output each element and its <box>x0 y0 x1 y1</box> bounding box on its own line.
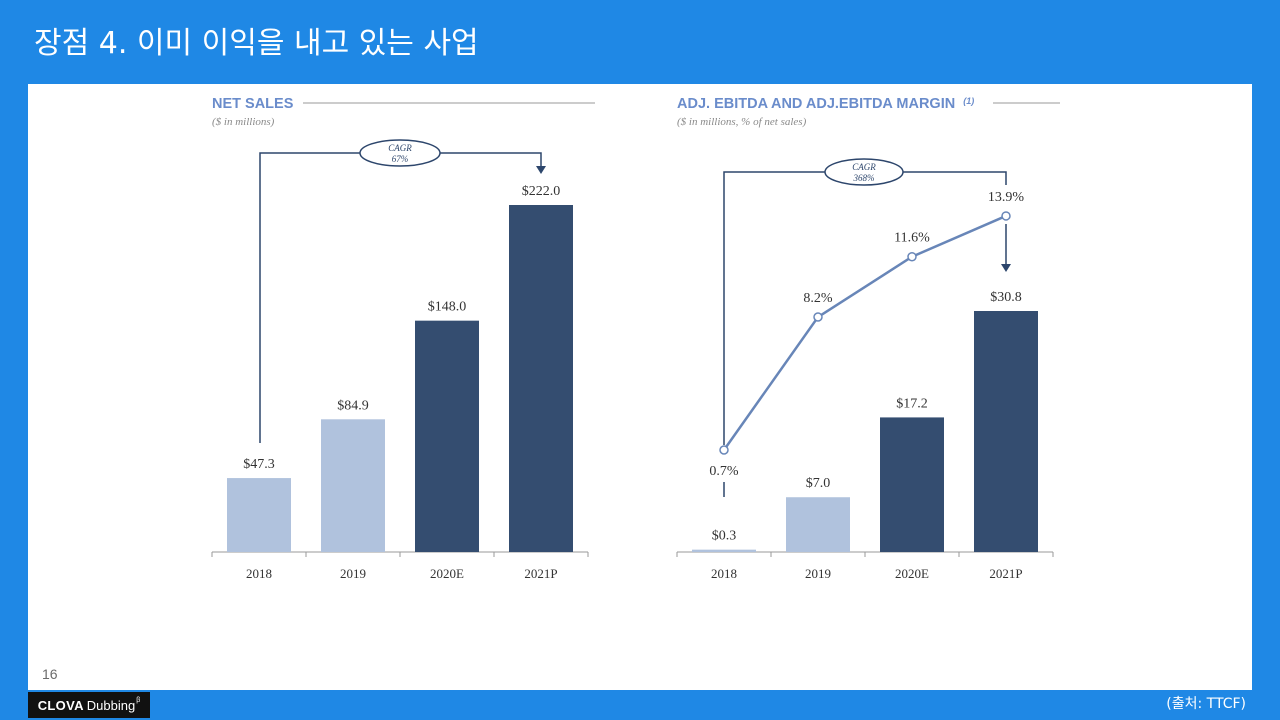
ebitda-value-label-2019: $7.0 <box>806 476 831 491</box>
ebitda-category-label-2020e: 2020E <box>895 566 929 581</box>
logo-product: Dubbing <box>86 697 136 713</box>
ebitda-category-label-2021p: 2021P <box>989 566 1022 581</box>
net-sales-chart: NET SALES ($ in millions) CAGR 67% $47.3… <box>211 96 595 581</box>
ebitda-margin-label-2019: 8.2% <box>803 291 833 306</box>
net-sales-cagr-bracket <box>259 152 542 443</box>
ebitda-chart: ADJ. EBITDA AND ADJ.EBITDA MARGIN (1) ($… <box>676 96 1060 581</box>
net-sales-value-label-2020e: $148.0 <box>428 300 467 315</box>
ebitda-margin-point-2018 <box>719 445 729 455</box>
slide-title: 장점 4. 이미 이익을 내고 있는 사업 <box>34 26 479 61</box>
net-sales-title: NET SALES <box>212 96 294 112</box>
logo-brand: CLOVA <box>37 697 84 713</box>
ebitda-bar-2019 <box>786 497 850 552</box>
net-sales-subtitle: ($ in millions) <box>212 116 275 128</box>
ebitda-cagr-badge <box>824 158 904 186</box>
ebitda-margin-point-2021p <box>1001 211 1011 221</box>
net-sales-category-label-2021p: 2021P <box>524 566 557 581</box>
ebitda-margin-line <box>722 214 1007 451</box>
net-sales-cagr-arrowhead <box>536 166 546 174</box>
net-sales-bar-2018 <box>227 478 291 552</box>
ebitda-margin-label-2021p: 13.9% <box>988 190 1025 205</box>
clova-dubbing-logo: CLOVA Dubbing β <box>28 692 150 718</box>
net-sales-axis-ticks <box>211 552 589 557</box>
content-panel <box>28 84 1252 690</box>
page-number: 16 <box>42 666 58 682</box>
ebitda-margin-point-2020e <box>907 251 917 262</box>
net-sales-value-label-2018: $47.3 <box>243 457 275 472</box>
ebitda-category-label-2019: 2019 <box>805 566 831 581</box>
ebitda-margin-label-2018: 0.7% <box>709 464 739 479</box>
ebitda-title-text: ADJ. EBITDA AND ADJ.EBITDA MARGIN <box>677 96 955 112</box>
net-sales-bar-2019 <box>321 419 385 552</box>
ebitda-bar-2020e <box>880 417 944 552</box>
net-sales-category-label-2020e: 2020E <box>430 566 464 581</box>
ebitda-axis-ticks <box>676 552 1054 557</box>
net-sales-bar-2021p <box>509 205 573 552</box>
net-sales-bar-2020e <box>415 320 479 552</box>
ebitda-title-footnote: (1) <box>963 96 974 106</box>
net-sales-cagr-label: CAGR <box>388 143 412 153</box>
net-sales-category-label-2018: 2018 <box>246 566 272 581</box>
ebitda-margin-label-2020e: 11.6% <box>894 231 930 246</box>
ebitda-marks: $0.3 $7.0 $17.2 $30.8 2018 2019 2020E 2021P 0.7%… <box>692 190 1038 581</box>
ebitda-margin-point-2019 <box>813 312 823 322</box>
ebitda-value-label-2018: $0.3 <box>712 529 737 544</box>
logo-beta-mark: β <box>136 696 141 704</box>
ebitda-cagr-bracket <box>723 171 1007 497</box>
ebitda-cagr-arrowhead <box>1001 264 1011 272</box>
ebitda-category-label-2018: 2018 <box>711 566 737 581</box>
net-sales-category-label-2019: 2019 <box>340 566 366 581</box>
source-note: (출처: TTCF) <box>1166 696 1246 712</box>
ebitda-subtitle: ($ in millions, % of net sales) <box>677 116 807 128</box>
ebitda-value-label-2021p: $30.8 <box>990 290 1022 305</box>
ebitda-cagr-label: CAGR <box>852 162 876 172</box>
net-sales-marks: $47.3 $84.9 $148.0 $222.0 2018 2019 2020E 2021P <box>227 184 573 581</box>
ebitda-bar-2018 <box>692 549 756 552</box>
net-sales-value-label-2019: $84.9 <box>337 398 369 413</box>
net-sales-cagr-badge <box>359 139 441 167</box>
ebitda-bar-2021p <box>974 311 1038 552</box>
net-sales-cagr-value: 67% <box>392 154 409 164</box>
ebitda-cagr-value: 368% <box>853 173 875 183</box>
net-sales-value-label-2021p: $222.0 <box>522 184 561 199</box>
ebitda-title: ADJ. EBITDA AND ADJ.EBITDA MARGIN (1) <box>677 96 974 112</box>
ebitda-value-label-2020e: $17.2 <box>896 396 928 411</box>
